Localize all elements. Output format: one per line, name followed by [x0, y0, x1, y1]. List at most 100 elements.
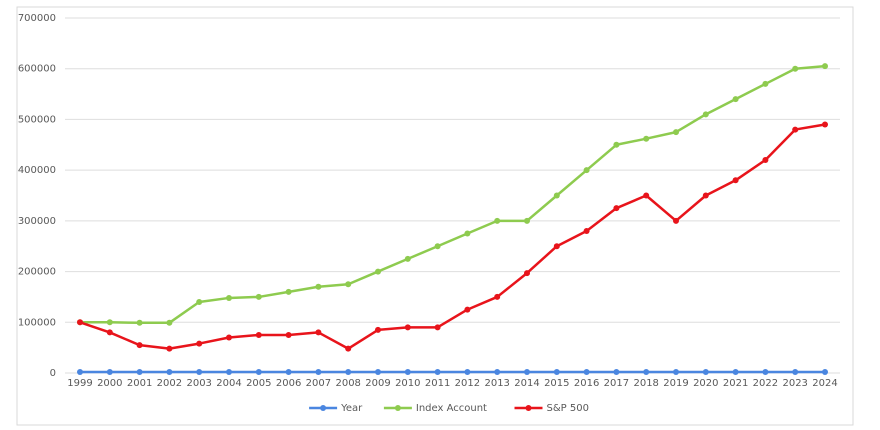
x-tick-label: 2004: [216, 378, 241, 389]
data-point: [613, 368, 620, 375]
data-point: [524, 368, 530, 375]
legend-label: Index Account: [416, 403, 487, 414]
data-point: [702, 192, 709, 199]
y-tick-label: 700000: [18, 13, 56, 24]
data-point: [643, 135, 650, 142]
chart-frame: [16, 6, 854, 426]
x-tick-label: 2012: [455, 378, 480, 389]
y-tick-label: 0: [50, 368, 56, 379]
data-point: [464, 368, 471, 375]
data-point: [255, 331, 262, 338]
data-point: [553, 192, 560, 199]
data-point: [196, 299, 203, 305]
data-point: [702, 368, 709, 375]
x-tick-label: 2002: [157, 378, 182, 389]
y-tick-label: 200000: [18, 267, 56, 278]
data-point: [315, 329, 322, 336]
y-tick-label: 400000: [18, 165, 56, 176]
x-tick-label: 2005: [246, 378, 271, 389]
data-point: [792, 126, 799, 133]
y-tick-label: 500000: [18, 114, 56, 125]
x-tick-label: 2007: [306, 378, 331, 389]
data-point: [524, 270, 530, 277]
data-point: [345, 368, 352, 375]
data-point: [226, 334, 232, 341]
data-point: [673, 217, 679, 224]
data-point: [464, 306, 471, 313]
data-point: [553, 368, 560, 375]
series-line: [80, 64, 826, 325]
x-tick-label: 2008: [335, 378, 360, 389]
legend-marker: [394, 405, 401, 411]
data-point: [255, 293, 262, 300]
data-point: [345, 281, 352, 288]
data-point: [732, 96, 739, 103]
data-point: [583, 167, 590, 174]
data-point: [762, 368, 769, 375]
data-point: [792, 65, 799, 72]
data-point: [404, 324, 411, 331]
legend-label: Year: [340, 403, 363, 414]
x-tick-label: 2001: [127, 378, 152, 389]
x-tick-label: 2003: [186, 378, 211, 389]
data-point: [732, 368, 739, 375]
x-tick-label: 2016: [574, 378, 599, 389]
x-tick-label: 2010: [395, 378, 420, 389]
data-point: [166, 345, 173, 352]
data-point: [643, 192, 650, 199]
x-tick-label: 2019: [663, 378, 688, 389]
data-point: [136, 368, 143, 375]
data-point: [494, 293, 501, 300]
data-point: [375, 326, 381, 333]
x-tick-label: 2022: [753, 378, 778, 389]
data-point: [732, 177, 739, 184]
data-point: [434, 243, 441, 250]
data-point: [226, 294, 232, 301]
x-tick-label: 2018: [633, 378, 658, 389]
data-point: [136, 342, 143, 349]
data-point: [285, 331, 292, 338]
data-point: [673, 368, 679, 375]
data-point: [822, 63, 828, 70]
x-tick-label: 2021: [723, 378, 748, 389]
data-point: [613, 141, 620, 148]
x-tick-label: 1999: [67, 378, 92, 389]
data-point: [315, 283, 322, 290]
x-tick-label: 2009: [365, 378, 390, 389]
x-tick-label: 2006: [276, 378, 301, 389]
data-point: [166, 319, 173, 326]
data-point: [77, 319, 83, 326]
data-point: [285, 288, 292, 295]
data-point: [226, 368, 232, 375]
y-tick-label: 100000: [18, 317, 56, 328]
data-point: [106, 329, 113, 336]
data-point: [553, 243, 560, 250]
data-point: [196, 340, 203, 347]
legend-marker: [525, 405, 532, 411]
data-point: [583, 228, 590, 234]
x-tick-label: 2015: [544, 378, 569, 389]
x-tick-label: 2017: [604, 378, 629, 389]
x-tick-label: 2023: [782, 378, 807, 389]
data-point: [375, 368, 381, 375]
data-point: [673, 129, 679, 136]
data-point: [434, 324, 441, 331]
data-point: [404, 255, 411, 262]
data-point: [255, 368, 262, 375]
data-point: [494, 368, 501, 375]
x-tick-label: 2013: [484, 378, 509, 389]
x-tick-label: 2000: [97, 378, 122, 389]
data-point: [792, 368, 799, 375]
data-point: [106, 319, 113, 326]
data-point: [375, 268, 381, 275]
data-point: [524, 217, 530, 224]
data-point: [285, 368, 292, 375]
data-point: [77, 368, 83, 375]
data-point: [136, 319, 143, 326]
data-point: [613, 205, 620, 212]
x-tick-label: 2020: [693, 378, 718, 389]
data-point: [404, 368, 411, 375]
y-tick-label: 300000: [18, 216, 56, 227]
